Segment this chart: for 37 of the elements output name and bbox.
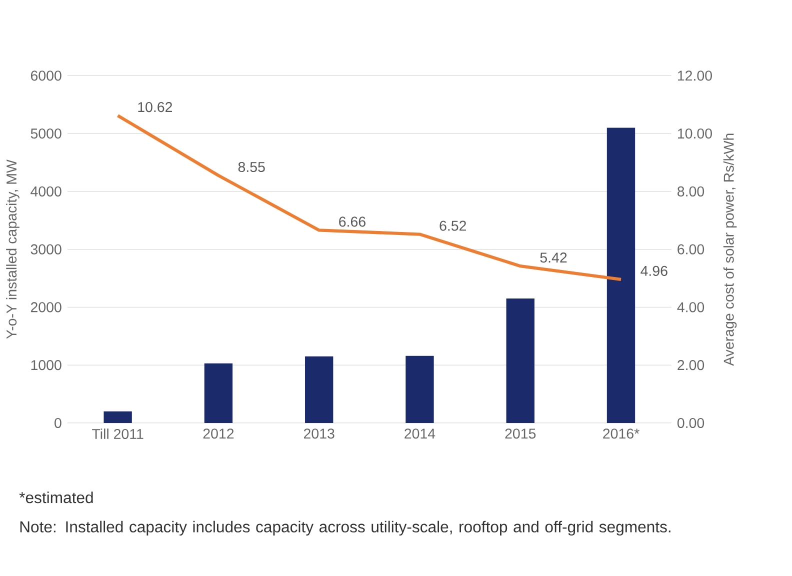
bar [406, 356, 434, 423]
text: Note: Installed capacity includes capacity across utility-scale, rooftop and off-grid segments. [20, 520, 670, 536]
data-label: 6.52 [440, 220, 466, 231]
y-tick-label: 1000 [31, 360, 62, 370]
bar [104, 411, 132, 423]
x-tick-label: Till 2011 [92, 428, 144, 440]
data-label: 8.55 [238, 162, 265, 172]
x-tick-label: 2012 [203, 428, 234, 439]
x-tick-label: 2016* [603, 428, 640, 439]
y-tick-label: 0 [54, 418, 62, 428]
y2-tick-label: 2.00 [678, 360, 704, 370]
bar [305, 356, 334, 423]
x-tick-label: 2013 [304, 428, 334, 439]
y2-tick-label: 10.00 [678, 128, 712, 139]
y-tick-label: 3000 [30, 244, 62, 254]
line-series [116, 114, 623, 282]
bar [506, 298, 534, 423]
y2-tick-label: 8.00 [678, 186, 704, 196]
y2-axis-title: Average cost of solar power, Rs/kWh [723, 134, 737, 366]
y-tick-label: 6000 [30, 70, 62, 81]
data-label: 6.66 [339, 216, 366, 227]
y2-tick-label: 4.00 [677, 302, 704, 312]
y2-tick-label: 12.00 [678, 70, 712, 81]
x-tick-label: 2015 [505, 428, 536, 439]
bar [204, 363, 233, 423]
data-label: 4.96 [640, 266, 668, 276]
text: *estimated [19, 492, 93, 504]
bar [606, 128, 636, 423]
data-label: 10.62 [138, 102, 172, 112]
y-tick-label: 2000 [30, 302, 62, 312]
y2-tick-label: 6.00 [678, 244, 704, 254]
y-tick-label: 4000 [30, 186, 62, 196]
y-tick-label: 5000 [30, 128, 62, 139]
x-tick-label: 2014 [404, 428, 436, 439]
data-label: 5.42 [540, 252, 567, 263]
y2-tick-label: 0.00 [677, 418, 704, 428]
y-axis-title: Y-o-Y installed capacity, MW [6, 160, 20, 339]
